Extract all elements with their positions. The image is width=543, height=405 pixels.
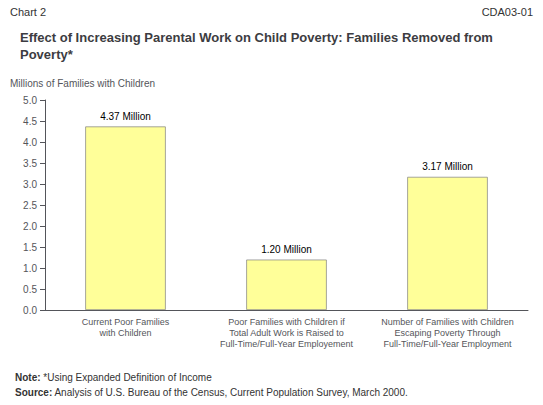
svg-text:Full-Time/Full-Year Employment: Full-Time/Full-Year Employment: [384, 339, 512, 349]
svg-text:4.5: 4.5: [23, 116, 37, 127]
svg-text:Effect of Increasing Parental: Effect of Increasing Parental Work on Ch…: [20, 30, 497, 45]
svg-text:5.0: 5.0: [23, 95, 37, 106]
svg-text:1.0: 1.0: [23, 263, 37, 274]
svg-text:0.0: 0.0: [23, 305, 37, 316]
svg-text:3.0: 3.0: [23, 179, 37, 190]
svg-text:Poverty*: Poverty*: [20, 47, 74, 62]
svg-text:with Children: with Children: [98, 328, 151, 338]
svg-text:1.20 Million: 1.20 Million: [261, 244, 312, 255]
svg-text:*Using Expanded Definition of: *Using Expanded Definition of Income: [41, 372, 213, 383]
svg-text:Chart 2: Chart 2: [10, 6, 46, 18]
svg-text:Poor Families with Children if: Poor Families with Children if: [228, 317, 345, 327]
svg-text:2.0: 2.0: [23, 221, 37, 232]
svg-text:3.5: 3.5: [23, 158, 37, 169]
svg-text:Total Adult Work is Raised to: Total Adult Work is Raised to: [229, 328, 343, 338]
svg-text:Analysis of U.S. Bureau of the: Analysis of U.S. Bureau of the Census, C…: [52, 387, 408, 398]
svg-text:Escaping Poverty Through: Escaping Poverty Through: [395, 328, 501, 338]
svg-text:Number of Families with Childr: Number of Families with Children: [381, 317, 514, 327]
svg-text:1.5: 1.5: [23, 242, 37, 253]
svg-text:4.37 Million: 4.37 Million: [100, 111, 151, 122]
svg-text:Source:: Source:: [15, 387, 52, 398]
svg-text:Note:: Note:: [15, 372, 41, 383]
svg-text:Full-Time/Full-Year Employemen: Full-Time/Full-Year Employement: [220, 339, 353, 349]
svg-text:CDA03-01: CDA03-01: [482, 6, 533, 18]
svg-text:Millions of Families with Chil: Millions of Families with Children: [10, 78, 155, 89]
svg-text:4.0: 4.0: [23, 137, 37, 148]
svg-text:Current Poor Families: Current Poor Families: [82, 317, 170, 327]
svg-text:3.17 Million: 3.17 Million: [422, 161, 473, 172]
svg-text:0.5: 0.5: [23, 284, 37, 295]
svg-text:2.5: 2.5: [23, 200, 37, 211]
